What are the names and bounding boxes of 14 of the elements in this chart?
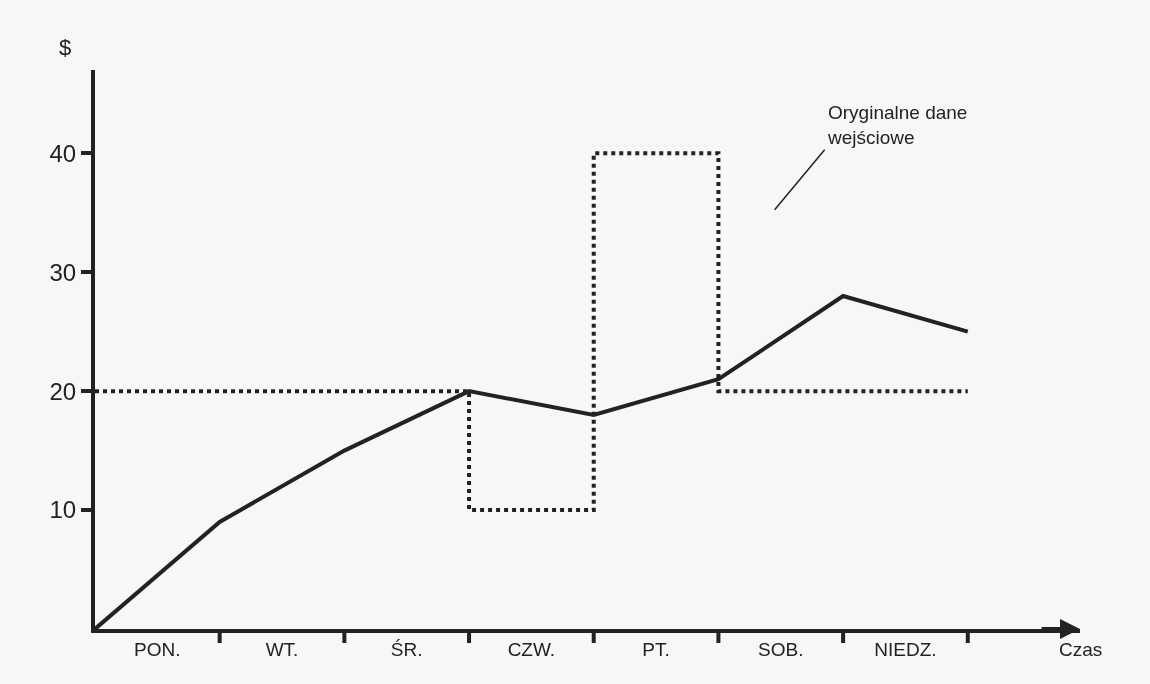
- x-tick-label: WT.: [265, 638, 299, 660]
- y-tick-label: 30: [49, 258, 77, 286]
- x-tick-label: CZW.: [507, 638, 556, 660]
- y-tick-label: 10: [49, 496, 77, 524]
- y-tick-label: 40: [49, 139, 77, 167]
- x-tick-label: ŚR.: [390, 638, 423, 660]
- y-axis-title: $: [59, 35, 72, 60]
- x-tick-label: PON.: [134, 638, 181, 660]
- x-axis-title: Czas: [1059, 639, 1103, 660]
- x-tick-label: PT.: [642, 638, 670, 660]
- y-tick-label: 20: [49, 377, 77, 405]
- annotation: Oryginalne dane wejściowe: [827, 102, 968, 148]
- x-tick-label: NIEDZ.: [874, 638, 937, 660]
- x-tick-label: SOB.: [758, 638, 804, 660]
